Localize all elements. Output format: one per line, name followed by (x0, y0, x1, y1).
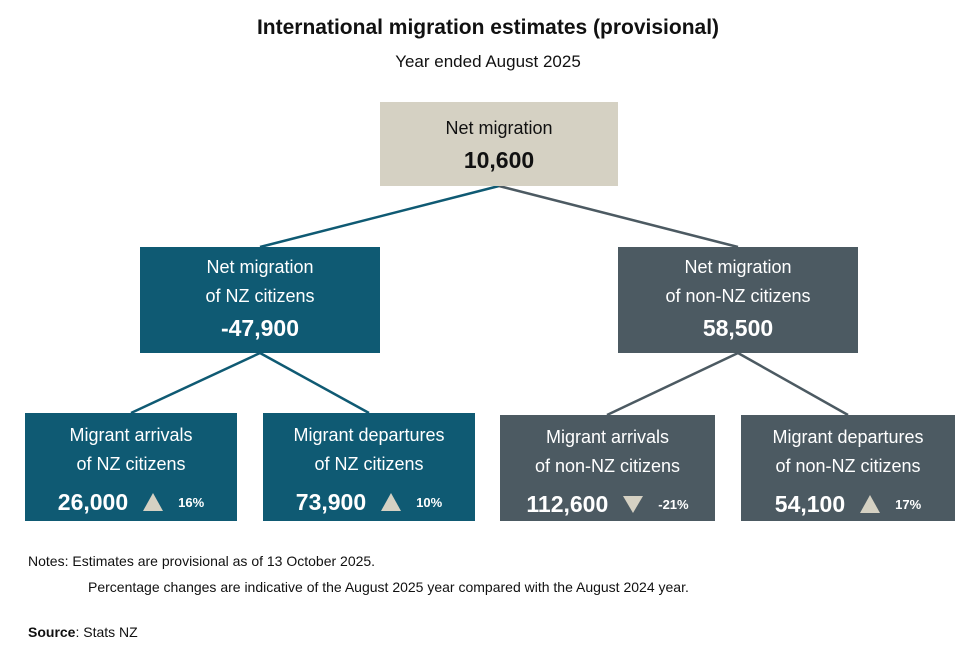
node-label: Migrant departures (293, 425, 445, 445)
source-label: Source (28, 624, 76, 640)
change-arrow (381, 493, 402, 511)
note: Estimates are provisional as of 13 Octob… (72, 553, 376, 569)
note: Percentage changes are indicative of the… (88, 579, 689, 595)
node-value: -47,900 (220, 315, 299, 341)
source-text: : Stats NZ (75, 624, 138, 640)
node-label: of non-NZ citizens (775, 456, 921, 476)
connector (606, 351, 739, 417)
connector (737, 351, 849, 417)
value-row: 54,100 17% (741, 487, 955, 521)
node-value: 58,500 (702, 315, 774, 341)
note-line: Notes: Estimates are provisional as of 1… (28, 548, 689, 574)
change-arrow (860, 495, 881, 513)
node-box: Migrant arrivals of non-NZ citizens 112,60… (500, 415, 715, 521)
node-value: 112,600 (526, 491, 609, 517)
value-row: 112,600 -21% (500, 487, 715, 521)
connector (498, 184, 739, 249)
node-box: Migrant departures of NZ citizens 73,900 10… (263, 413, 475, 521)
node-label: Migrant departures (772, 427, 924, 447)
change-label: 10% (416, 494, 443, 510)
source: Source: Stats NZ (28, 624, 138, 640)
node-value: 54,100 (774, 491, 846, 517)
subtitle: Year ended August 2025 (395, 52, 581, 71)
arrow-shape (381, 493, 402, 511)
node-box: Migrant arrivals of NZ citizens 26,000 16% (25, 413, 237, 521)
node-label: Net migration (206, 257, 314, 277)
value-row: 73,900 10% (263, 485, 475, 519)
change-label: 16% (178, 494, 205, 510)
value-row: 26,000 16% (25, 485, 237, 519)
arrow-shape (860, 495, 881, 513)
connector (259, 351, 370, 415)
change-label: -21% (658, 496, 689, 512)
node-label: of NZ citizens (76, 454, 186, 474)
change-label: 17% (895, 496, 922, 512)
node-label: of non-NZ citizens (534, 456, 681, 476)
connector (130, 351, 261, 415)
node-box: Net migration of NZ citizens -47,900 (140, 247, 380, 353)
node-value: 26,000 (57, 489, 129, 515)
arrow-shape (623, 496, 644, 513)
notes-label: Notes: (28, 553, 69, 569)
connector (259, 184, 500, 249)
node-label: Migrant arrivals (545, 427, 670, 447)
arrow-shape (143, 493, 164, 511)
node-label: Migrant arrivals (69, 425, 193, 445)
node-label: Net migration (445, 118, 553, 138)
node-box: Net migration 10,600 (380, 102, 618, 186)
node-label: of NZ citizens (314, 454, 424, 474)
node-box: Migrant departures of non-NZ citizens 54,1… (741, 415, 955, 521)
node-value: 10,600 (463, 147, 535, 173)
node-label: Net migration (684, 257, 792, 277)
title: International migration estimates (provi… (256, 16, 720, 39)
change-arrow (623, 496, 644, 513)
node-label: of non-NZ citizens (665, 286, 811, 306)
notes: Notes: Estimates are provisional as of 1… (28, 548, 689, 600)
node-value: 73,900 (295, 489, 367, 515)
node-label: of NZ citizens (205, 286, 315, 306)
node-box: Net migration of non-NZ citizens 58,500 (618, 247, 858, 353)
change-arrow (143, 493, 164, 511)
